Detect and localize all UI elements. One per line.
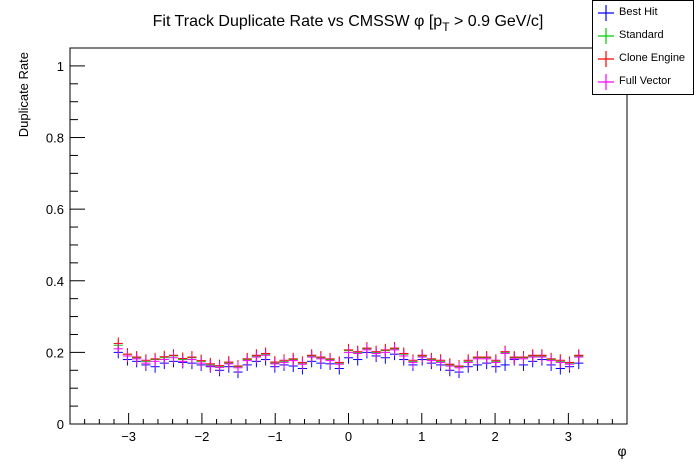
- chart-title-subscript: T: [442, 20, 450, 34]
- data-point: [353, 347, 363, 360]
- data-point: [242, 354, 252, 367]
- data-point: [132, 352, 142, 365]
- standard-marker-icon: [598, 28, 614, 44]
- data-point: [509, 352, 519, 365]
- chart-title-tail: > 0.9 GeV/c]: [450, 13, 544, 30]
- data-point: [426, 354, 436, 367]
- data-point: [482, 352, 492, 365]
- chart-title: Fit Track Duplicate Rate vs CMSSW φ [pT …: [153, 13, 544, 34]
- legend-label-best-hit: Best Hit: [619, 6, 658, 18]
- series-full-vector: [113, 342, 584, 374]
- x-axis: −3 −2 −1 0 1 2 3: [69, 413, 628, 444]
- data-point: [141, 357, 151, 370]
- y-tick-label: 0: [57, 417, 64, 432]
- data-point: [178, 355, 188, 368]
- y-tick-label: 0.4: [46, 274, 64, 289]
- data-point: [196, 357, 206, 370]
- data-point: [500, 358, 510, 371]
- data-point: [122, 349, 133, 362]
- data-point: [168, 351, 179, 364]
- data-point: [233, 361, 243, 374]
- data-point: [270, 357, 280, 370]
- clone-engine-marker-icon: [598, 51, 614, 67]
- data-point: [528, 351, 538, 364]
- data-point: [334, 358, 344, 371]
- x-tick-label: 3: [565, 429, 572, 444]
- y-tick-label: 0.2: [46, 345, 64, 360]
- data-point: [537, 351, 547, 364]
- data-point: [491, 356, 501, 369]
- data-point: [518, 352, 529, 365]
- best-hit-marker-icon: [598, 5, 614, 21]
- legend-label-full-vector: Full Vector: [619, 75, 671, 87]
- data-point: [343, 346, 354, 359]
- data-point: [546, 354, 556, 367]
- legend-item-best-hit: Best Hit: [593, 2, 693, 24]
- legend-item-standard: Standard: [593, 25, 693, 47]
- x-tick-label: −1: [268, 429, 283, 444]
- data-point: [564, 358, 575, 371]
- y-axis-label: Duplicate Rate: [16, 52, 31, 137]
- data-point: [214, 361, 225, 374]
- data-point: [113, 342, 123, 355]
- data-point: [472, 352, 483, 365]
- data-point: [408, 356, 418, 369]
- x-tick-label: −3: [121, 429, 136, 444]
- data-point: [307, 351, 317, 364]
- data-point: [555, 356, 565, 369]
- legend-item-clone-engine: Clone Engine: [593, 48, 693, 70]
- y-axis: 0 0.2 0.4 0.6 0.8 1: [46, 59, 85, 432]
- x-tick-label: 0: [345, 429, 352, 444]
- data-point: [445, 359, 455, 372]
- x-axis-label: φ: [617, 443, 626, 459]
- y-tick-label: 1: [57, 59, 64, 74]
- legend-label-standard: Standard: [619, 29, 664, 41]
- data-point: [500, 347, 510, 360]
- data-point: [205, 359, 215, 372]
- data-point: [279, 356, 289, 369]
- y-tick-label: 0.6: [46, 202, 64, 217]
- data-points: [113, 337, 584, 379]
- data-point: [454, 361, 464, 374]
- data-point: [463, 356, 473, 369]
- data-point: [297, 358, 308, 371]
- full-vector-marker-icon: [598, 74, 614, 90]
- data-point: [150, 355, 160, 368]
- y-tick-label: 0.8: [46, 131, 64, 146]
- data-point: [417, 351, 427, 364]
- legend: Best Hit Standard Clone Engine Full Vect…: [592, 0, 694, 95]
- data-point: [399, 349, 409, 362]
- data-point: [325, 354, 335, 367]
- plot-frame: [69, 47, 628, 425]
- x-tick-label: 1: [418, 429, 425, 444]
- x-tick-label: 2: [491, 429, 498, 444]
- data-point: [224, 357, 234, 370]
- data-point: [316, 352, 326, 365]
- data-point: [362, 343, 372, 356]
- data-point: [574, 351, 584, 364]
- data-point: [251, 351, 262, 364]
- data-point: [371, 347, 381, 360]
- data-point: [187, 353, 197, 366]
- x-tick-label: −2: [195, 429, 210, 444]
- data-point: [261, 349, 271, 362]
- data-point: [288, 354, 298, 367]
- legend-item-full-vector: Full Vector: [593, 71, 693, 93]
- data-point: [389, 343, 400, 356]
- data-point: [380, 346, 390, 359]
- legend-label-clone-engine: Clone Engine: [619, 52, 686, 64]
- data-point: [435, 356, 446, 369]
- chart-title-main: Fit Track Duplicate Rate vs CMSSW φ [p: [153, 13, 443, 30]
- data-point: [159, 353, 169, 366]
